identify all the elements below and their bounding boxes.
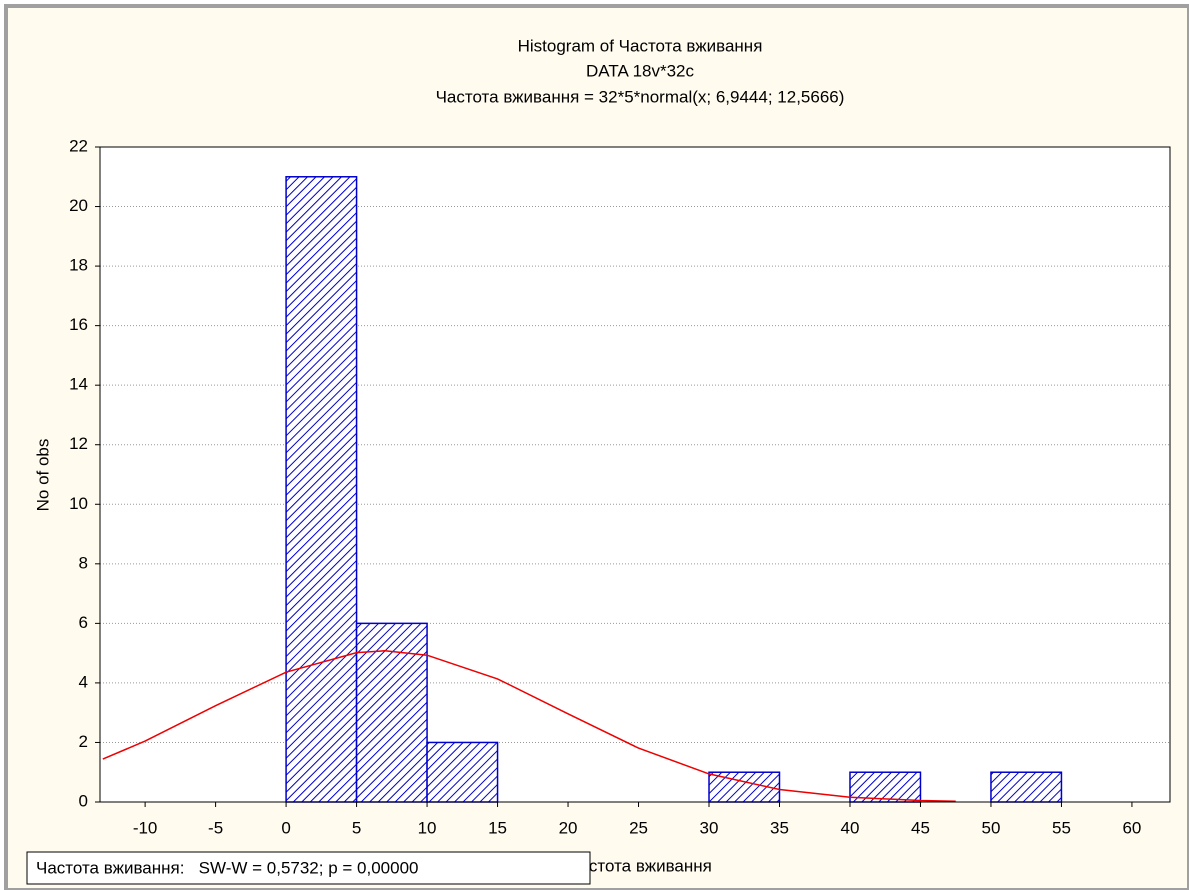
bar <box>426 741 499 803</box>
legend-box <box>26 851 591 885</box>
x-tick-label: 50 <box>982 818 1001 837</box>
x-tick-label: 5 <box>352 818 361 837</box>
y-tick-label: 12 <box>69 434 88 453</box>
x-tick-label: 20 <box>559 818 578 837</box>
y-tick-label: 14 <box>69 375 88 394</box>
x-tick-label: -5 <box>208 818 223 837</box>
bar <box>990 771 1063 803</box>
bar <box>355 622 428 803</box>
x-tick-label: 15 <box>488 818 507 837</box>
x-tick-label: 60 <box>1122 818 1141 837</box>
x-tick-label: 35 <box>770 818 789 837</box>
chart-subtitle: DATA 18v*32c <box>586 61 695 80</box>
y-tick-label: 4 <box>79 672 88 691</box>
legend-text: Частота вживання: SW-W = 0,5732; p = 0,0… <box>36 858 419 877</box>
formula: Частота вживання = 32*5*normal(x; 6,9444… <box>436 87 845 106</box>
x-tick-label: -10 <box>133 818 158 837</box>
chart-title: Histogram of Частота вживання <box>518 36 763 55</box>
x-axis-label: Частота вживання <box>568 856 712 875</box>
y-tick-label: 22 <box>69 136 88 155</box>
plot-area <box>100 147 1170 802</box>
y-tick-label: 8 <box>79 553 88 572</box>
y-tick-label: 10 <box>69 494 88 513</box>
x-tick-label: 45 <box>911 818 930 837</box>
y-tick-label: 16 <box>69 315 88 334</box>
y-tick-label: 20 <box>69 196 88 215</box>
bar <box>285 176 358 803</box>
normal-curve <box>102 650 956 802</box>
plot-frame <box>99 146 1171 803</box>
y-tick-label: 0 <box>79 791 88 810</box>
x-tick-label: 25 <box>629 818 648 837</box>
y-tick-label: 18 <box>69 256 88 275</box>
x-tick-label: 40 <box>841 818 860 837</box>
x-tick-label: 10 <box>418 818 437 837</box>
y-tick-label: 6 <box>79 613 88 632</box>
grid <box>100 146 1170 803</box>
y-tick-label: 2 <box>79 732 88 751</box>
x-tick-label: 55 <box>1052 818 1071 837</box>
bars <box>102 176 1063 803</box>
y-axis-label: No of obs <box>33 439 52 512</box>
x-tick-label: 30 <box>700 818 719 837</box>
x-tick-label: 0 <box>281 818 290 837</box>
